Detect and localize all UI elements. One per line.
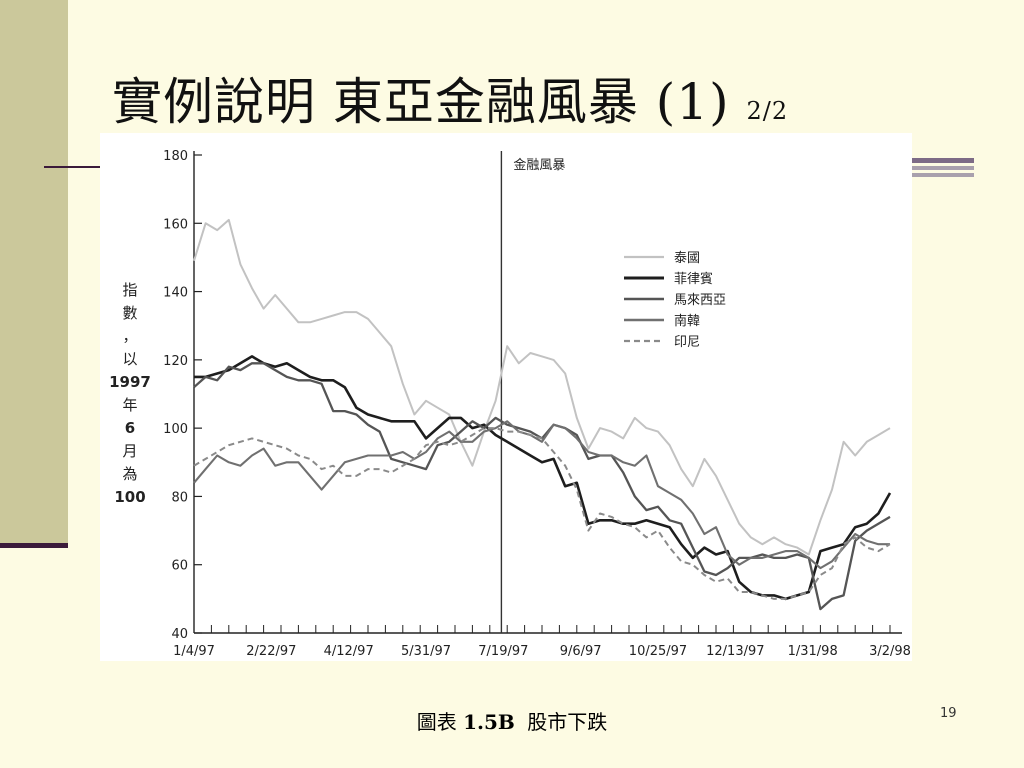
title-rule-right-3 bbox=[912, 173, 974, 177]
x-tick-label: 7/19/97 bbox=[478, 644, 528, 659]
y-axis-label-char: 月 bbox=[122, 442, 137, 460]
slide-title-sub: 2/2 bbox=[746, 97, 789, 125]
stock-index-chart: 40 60 80 100 120 140 160 180 1/4/97 2/22/97 4/12/9… bbox=[109, 149, 911, 659]
title-rule-left bbox=[44, 166, 114, 168]
y-tick-label: 60 bbox=[171, 559, 188, 574]
y-tick-label: 100 bbox=[163, 422, 188, 437]
slide-title-main: 實例說明 東亞金融風暴 (1) bbox=[112, 73, 730, 131]
legend-label: 印尼 bbox=[674, 335, 700, 350]
x-tick-label: 12/13/97 bbox=[706, 644, 764, 659]
left-accent-bar bbox=[0, 0, 68, 548]
y-tick-label: 40 bbox=[171, 627, 188, 642]
series-line bbox=[193, 420, 890, 570]
y-tick-label: 120 bbox=[163, 354, 188, 369]
chart-panel: 40 60 80 100 120 140 160 180 1/4/97 2/22/97 4/12/9… bbox=[100, 133, 912, 661]
x-tick-label: 2/22/97 bbox=[246, 644, 296, 659]
y-axis-label-char: 年 bbox=[122, 396, 137, 414]
legend-label: 菲律賓 bbox=[674, 271, 713, 287]
series-line bbox=[193, 362, 891, 611]
y-axis-label-char: 數 bbox=[122, 304, 137, 322]
y-tick-label: 80 bbox=[171, 490, 188, 505]
caption-number: 1.5B bbox=[463, 710, 515, 734]
y-axis-label-char: 為 bbox=[122, 465, 137, 483]
x-tick-label: 9/6/97 bbox=[560, 644, 602, 659]
figure-caption: 圖表 1.5B 股市下跌 bbox=[0, 706, 1024, 735]
y-tick-label: 160 bbox=[163, 217, 188, 232]
x-tick-label: 1/31/98 bbox=[788, 644, 838, 659]
legend-label: 泰國 bbox=[674, 251, 700, 266]
x-tick-label: 5/31/97 bbox=[401, 644, 451, 659]
x-tick-label: 10/25/97 bbox=[629, 644, 687, 659]
y-axis-label-char: 1997 bbox=[109, 373, 151, 391]
title-rule-right bbox=[912, 158, 974, 163]
y-axis-label-char: 100 bbox=[114, 488, 145, 506]
event-label: 金融風暴 bbox=[513, 157, 565, 173]
x-tick-label: 4/12/97 bbox=[324, 644, 374, 659]
y-axis-label-char: 指 bbox=[122, 281, 137, 299]
x-tick-label: 3/2/98 bbox=[869, 644, 911, 659]
caption-prefix: 圖表 bbox=[416, 710, 457, 734]
legend-label: 南韓 bbox=[674, 313, 700, 329]
series-line bbox=[194, 355, 892, 601]
title-rule-right-2 bbox=[912, 166, 974, 170]
series-line bbox=[193, 427, 891, 600]
caption-text: 股市下跌 bbox=[527, 710, 608, 734]
slide-title: 實例說明 東亞金融風暴 (1) 2/2 bbox=[112, 62, 788, 134]
y-tick-label: 140 bbox=[163, 286, 188, 301]
left-accent-line bbox=[0, 543, 68, 548]
y-tick-label: 180 bbox=[163, 149, 188, 164]
y-axis-label-char: 6 bbox=[125, 419, 135, 437]
y-axis-label-char: ， bbox=[122, 327, 137, 345]
x-tick-label: 1/4/97 bbox=[173, 644, 215, 659]
series-line bbox=[193, 218, 891, 556]
legend-label: 馬來西亞 bbox=[674, 293, 726, 308]
y-axis-label-char: 以 bbox=[122, 350, 137, 368]
page-number: 19 bbox=[940, 706, 957, 721]
